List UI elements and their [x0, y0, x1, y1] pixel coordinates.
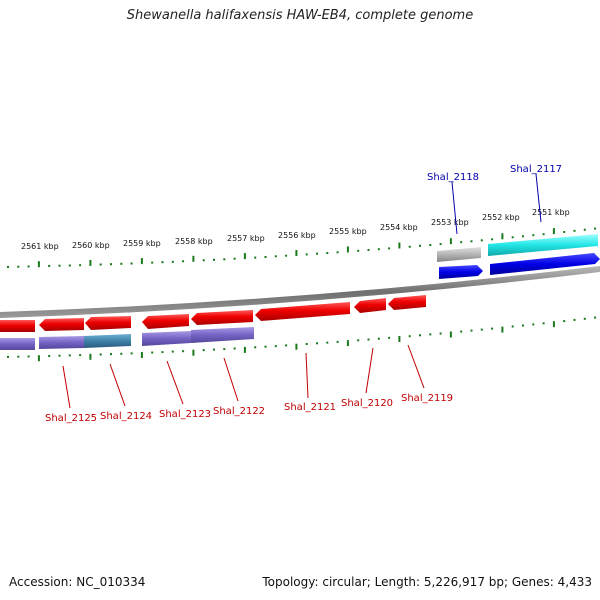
scale-label: 2561 kbp — [21, 242, 59, 251]
gene-label-shal-2121[interactable]: Shal_2121 — [284, 402, 336, 413]
scale-label: 2558 kbp — [175, 237, 213, 246]
cds-forward-blue[interactable] — [439, 265, 483, 279]
accession-text: Accession: NC_010334 — [9, 575, 146, 589]
scale-label: 2557 kbp — [227, 234, 265, 243]
scale-label: 2559 kbp — [123, 239, 161, 248]
cds-reverse-purple[interactable] — [191, 327, 254, 343]
scale-label: 2556 kbp — [278, 231, 316, 240]
cds-reverse-red[interactable] — [85, 316, 131, 330]
gene-label-shal-2122[interactable]: Shal_2122 — [213, 406, 265, 417]
map-title: Shewanella halifaxensis HAW-EB4, complet… — [126, 8, 474, 23]
topology-text: Topology: circular; Length: 5,226,917 bp… — [262, 575, 592, 589]
gene-label-shal-2117[interactable]: Shal_2117 — [510, 164, 562, 175]
scale-label: 2555 kbp — [329, 227, 367, 236]
scale-label: 2553 kbp — [431, 218, 469, 227]
cds-reverse-red[interactable] — [39, 318, 84, 331]
cds-forward-blue[interactable] — [490, 253, 600, 275]
leader-lines-forward — [451, 173, 542, 235]
gene-label-shal-2120[interactable]: Shal_2120 — [341, 398, 393, 409]
leader-lines-reverse — [62, 344, 425, 409]
scale-label: 2552 kbp — [482, 213, 520, 222]
cds-reverse-purple[interactable] — [0, 338, 35, 350]
scale-ticks-inner — [7, 316, 597, 362]
gene-label-shal-2123[interactable]: Shal_2123 — [159, 409, 211, 420]
scale-labels: 2561 kbp 2560 kbp 2559 kbp 2558 kbp 2557… — [21, 208, 570, 251]
scale-label: 2551 kbp — [532, 208, 570, 217]
cds-forward-cyan[interactable] — [488, 234, 598, 256]
gene-label-shal-2124[interactable]: Shal_2124 — [100, 411, 152, 422]
cds-reverse-red[interactable] — [354, 298, 386, 313]
cds-reverse-purple[interactable] — [39, 336, 84, 349]
cds-reverse-red[interactable] — [388, 295, 426, 310]
gene-label-shal-2118[interactable]: Shal_2118 — [427, 172, 479, 183]
cds-reverse-teal[interactable] — [84, 334, 131, 348]
gene-label-shal-2119[interactable]: Shal_2119 — [401, 393, 453, 404]
genome-backbone — [0, 266, 600, 318]
gene-label-shal-2125[interactable]: Shal_2125 — [45, 413, 97, 424]
scale-label: 2560 kbp — [72, 241, 110, 250]
cds-reverse-purple[interactable] — [142, 331, 191, 346]
cds-reverse-red[interactable] — [142, 314, 189, 329]
cds-forward-gray[interactable] — [437, 247, 481, 262]
scale-ticks-outer — [7, 227, 597, 268]
scale-label: 2554 kbp — [380, 223, 418, 232]
cds-reverse-red[interactable] — [191, 310, 253, 325]
cds-reverse-red[interactable] — [0, 320, 35, 332]
cds-reverse-red[interactable] — [255, 302, 350, 321]
